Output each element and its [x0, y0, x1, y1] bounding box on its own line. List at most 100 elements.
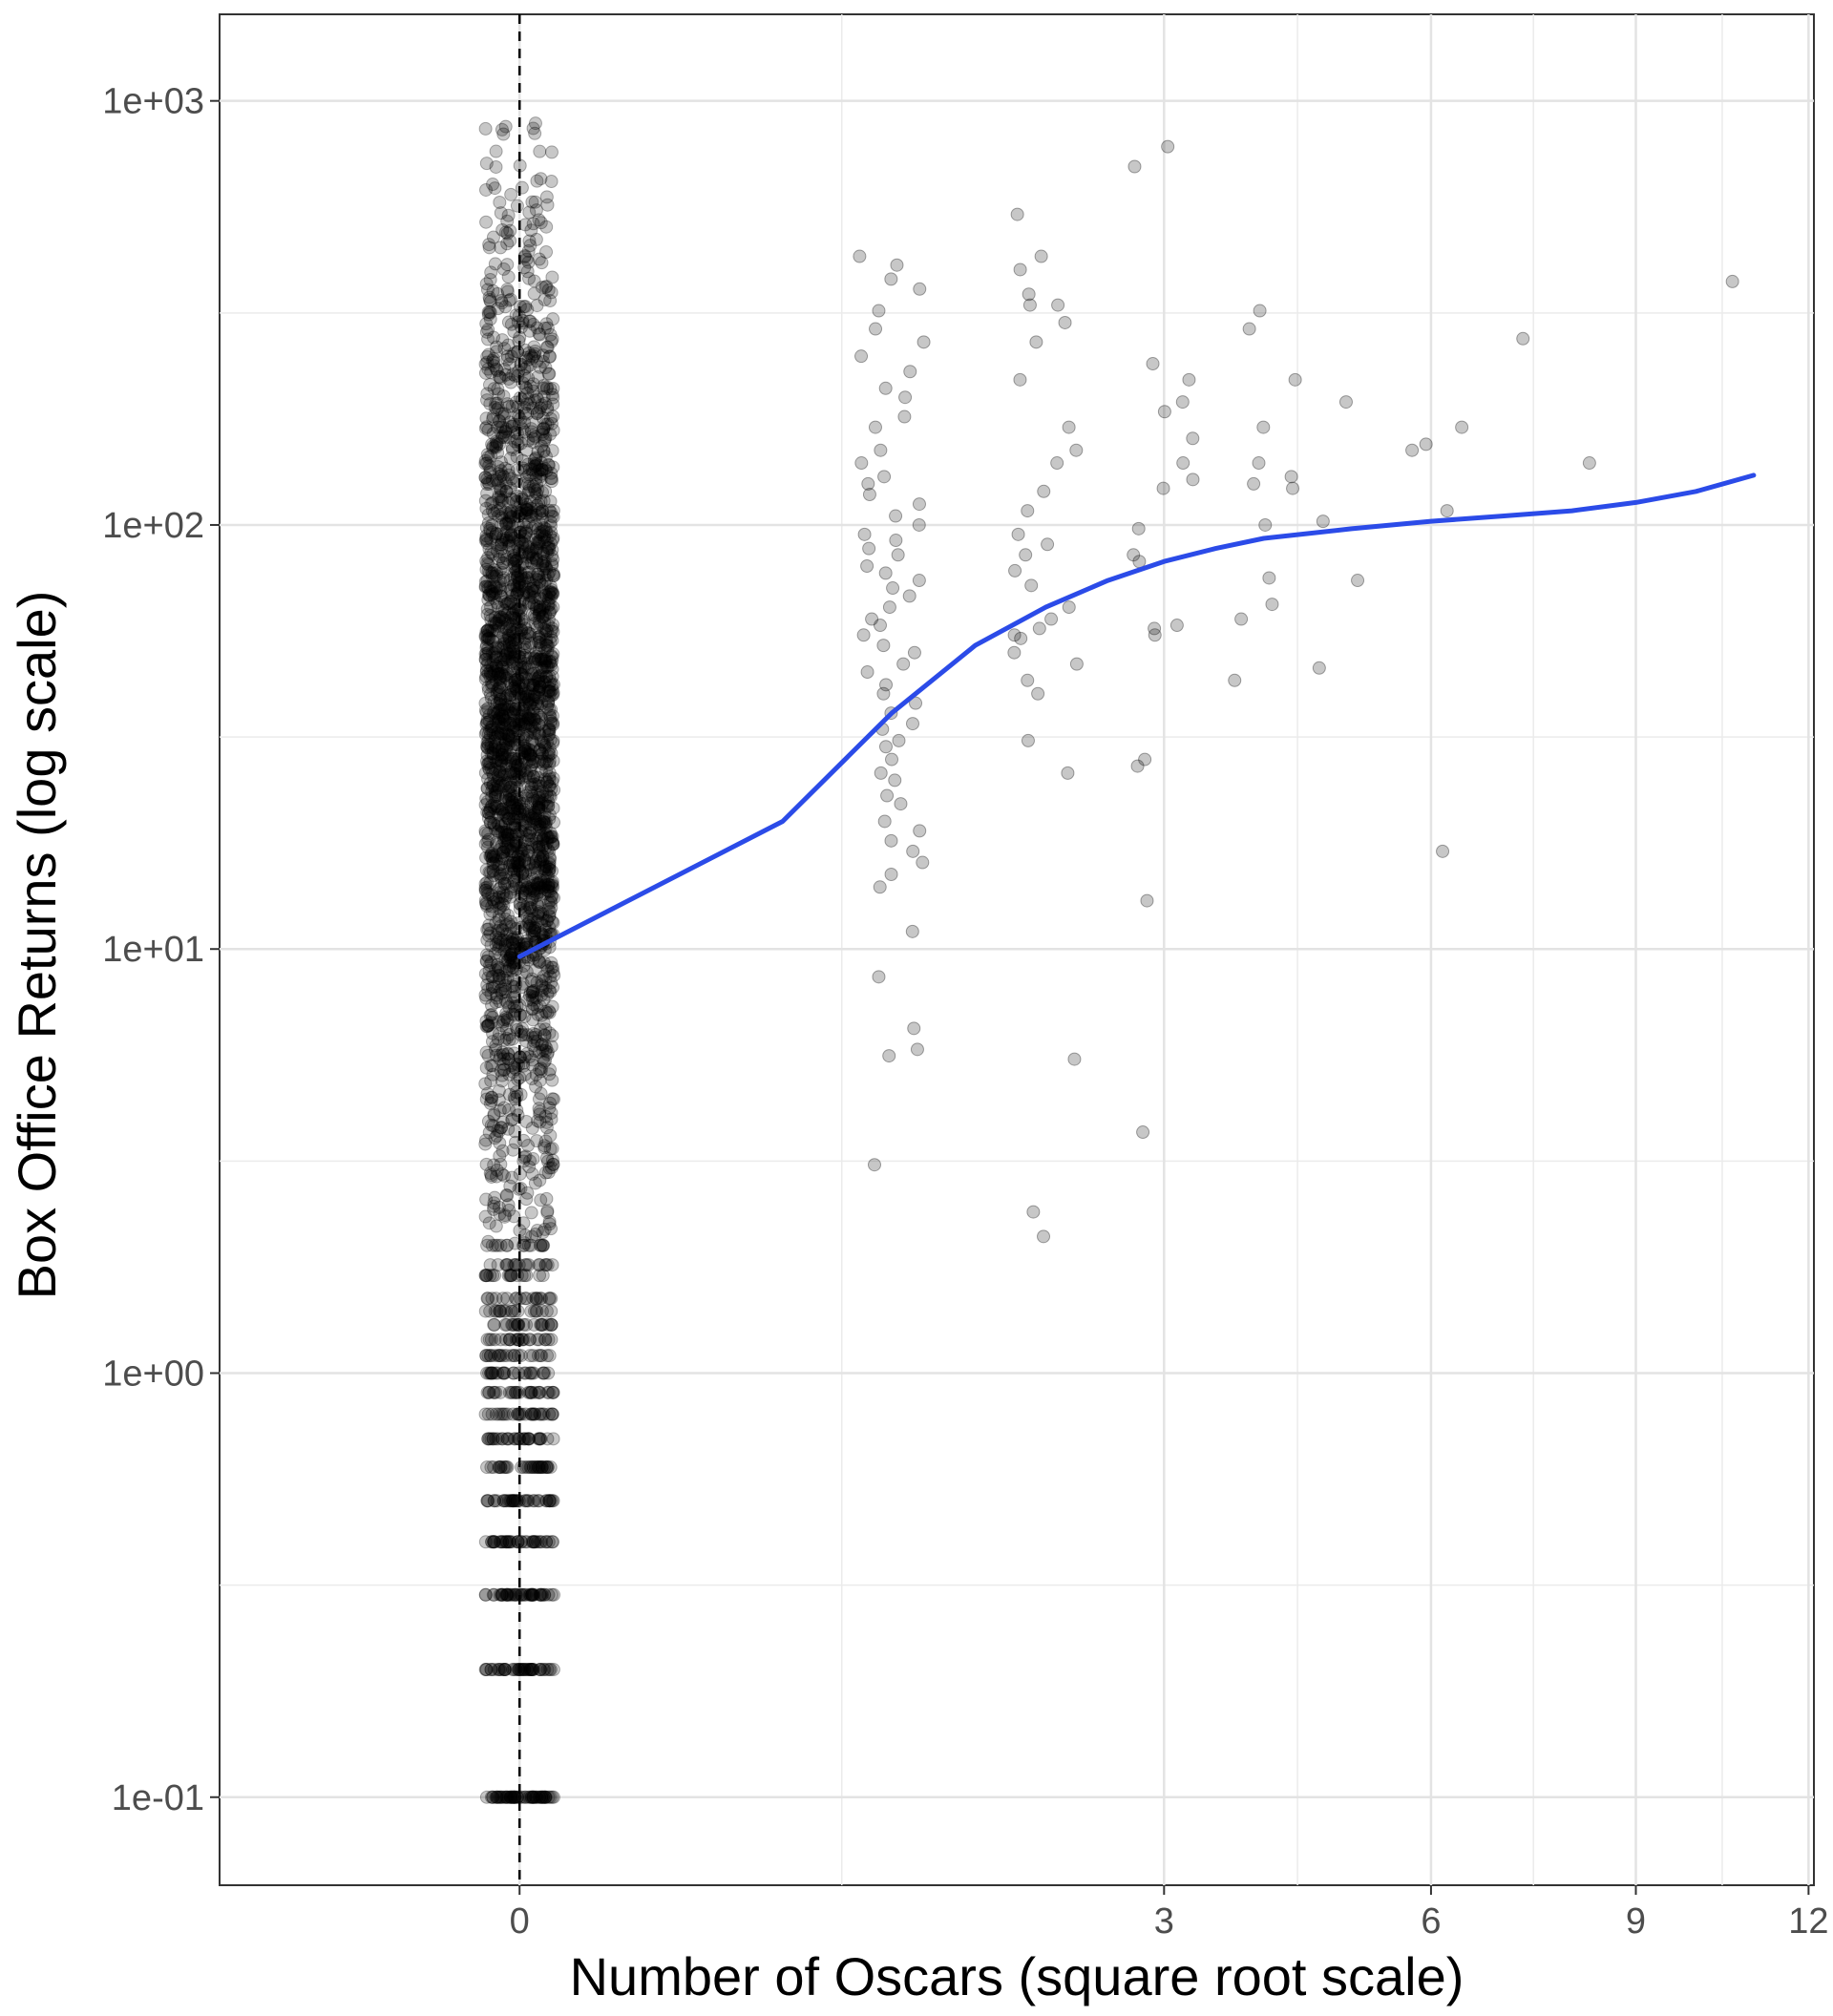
zero-oscar-point	[518, 671, 533, 685]
y-tick-label: 1e+02	[102, 506, 204, 546]
zero-oscar-point	[509, 1292, 523, 1306]
zero-oscar-point	[480, 1366, 495, 1380]
zero-oscar-point	[500, 1238, 515, 1252]
zero-oscar-point	[536, 1043, 550, 1058]
zero-oscar-point	[539, 1494, 554, 1508]
data-point	[1436, 844, 1450, 858]
zero-oscar-point	[528, 808, 542, 823]
data-point	[889, 509, 903, 523]
zero-oscar-point	[478, 1587, 493, 1602]
zero-oscar-point	[482, 929, 496, 943]
zero-oscar-point	[490, 1494, 504, 1508]
zero-oscar-point	[544, 472, 558, 486]
zero-oscar-point	[543, 710, 558, 724]
zero-oscar-point	[497, 1209, 512, 1224]
zero-oscar-point	[518, 1432, 533, 1446]
zero-oscar-point	[489, 1790, 503, 1804]
data-point	[1044, 612, 1059, 626]
y-axis-ticks: 1e-01 1e+00 1e+01 1e+02 1e+03	[102, 82, 220, 1818]
zero-oscar-point	[537, 1139, 552, 1153]
zero-oscar-point	[520, 844, 535, 858]
zero-oscar-point	[535, 1038, 549, 1052]
zero-oscar-point	[518, 1258, 533, 1272]
zero-oscar-point	[526, 1460, 540, 1475]
zero-oscar-point	[522, 1587, 537, 1602]
zero-oscar-point	[481, 1494, 495, 1508]
zero-oscar-point	[480, 1238, 495, 1252]
zero-oscar-point	[546, 980, 560, 995]
zero-oscar-point	[494, 1304, 508, 1318]
data-point	[860, 665, 874, 680]
data-point	[878, 381, 893, 395]
zero-oscar-point	[495, 1535, 510, 1549]
zero-oscar-point	[538, 1134, 553, 1148]
zero-oscar-point	[499, 525, 514, 539]
zero-oscar-point	[522, 1385, 537, 1399]
data-point	[1051, 298, 1065, 312]
zero-oscar-point	[486, 1535, 500, 1549]
data-point	[905, 717, 919, 731]
data-point	[1130, 759, 1145, 773]
zero-oscar-point	[526, 1663, 540, 1677]
data-point	[1351, 574, 1365, 588]
zero-oscar-point	[541, 1385, 556, 1399]
zero-oscar-point	[547, 1587, 561, 1602]
zero-oscar-point	[499, 1790, 514, 1804]
zero-oscar-point	[545, 1587, 559, 1602]
zero-oscar-point	[487, 1535, 501, 1549]
data-point	[894, 797, 908, 811]
zero-oscar-point	[540, 1204, 555, 1218]
data-point	[1156, 481, 1170, 495]
zero-oscar-point	[515, 966, 529, 980]
zero-oscar-point	[480, 1494, 495, 1508]
zero-oscar-point	[508, 1432, 522, 1446]
zero-oscar-point	[479, 317, 494, 331]
data-point	[877, 814, 892, 829]
zero-oscar-point	[499, 515, 514, 530]
zero-oscar-point	[537, 1790, 552, 1804]
zero-oscar-point	[506, 1790, 520, 1804]
zero-oscar-point	[540, 1258, 555, 1272]
zero-oscar-point	[515, 1460, 529, 1475]
zero-oscar-point	[521, 1790, 536, 1804]
zero-oscar-point	[540, 1663, 555, 1677]
zero-oscar-point	[523, 1349, 537, 1363]
data-point	[878, 566, 893, 580]
zero-oscar-point	[487, 1587, 501, 1602]
zero-oscar-point	[489, 1432, 503, 1446]
zero-oscar-point	[481, 423, 495, 437]
zero-oscar-point	[539, 380, 554, 394]
zero-oscar-point	[536, 1238, 550, 1252]
zero-oscar-point	[499, 1587, 514, 1602]
zero-oscar-point	[510, 1494, 524, 1508]
zero-oscar-point	[479, 1060, 494, 1075]
zero-oscar-point	[537, 381, 551, 395]
data-point	[892, 733, 906, 747]
zero-oscar-point	[523, 1587, 537, 1602]
zero-oscar-point	[481, 1432, 495, 1446]
zero-oscar-point	[490, 537, 504, 552]
zero-oscar-point	[500, 1258, 515, 1272]
zero-oscar-point	[523, 1154, 537, 1168]
zero-oscar-point	[480, 1385, 495, 1399]
zero-oscar-point	[497, 1790, 512, 1804]
zero-oscar-point	[535, 1460, 549, 1475]
zero-oscar-point	[518, 406, 533, 420]
zero-oscar-point	[522, 1663, 537, 1677]
data-point	[1021, 673, 1035, 687]
zero-oscar-point	[497, 1663, 512, 1677]
zero-oscar-point	[498, 461, 513, 475]
zero-oscar-point	[491, 1432, 505, 1446]
zero-oscar-point	[499, 1535, 514, 1549]
zero-oscar-point	[494, 1048, 508, 1062]
zero-oscar-point	[492, 975, 506, 989]
zero-oscar-point	[494, 581, 508, 596]
zero-oscar-point	[528, 1535, 542, 1549]
zero-oscar-point	[510, 1292, 524, 1306]
zero-oscar-point	[493, 1103, 507, 1118]
zero-oscar-point	[494, 1121, 508, 1135]
zero-oscar-point	[504, 1494, 518, 1508]
zero-oscar-point	[488, 1333, 502, 1347]
zero-oscar-point	[498, 1494, 513, 1508]
